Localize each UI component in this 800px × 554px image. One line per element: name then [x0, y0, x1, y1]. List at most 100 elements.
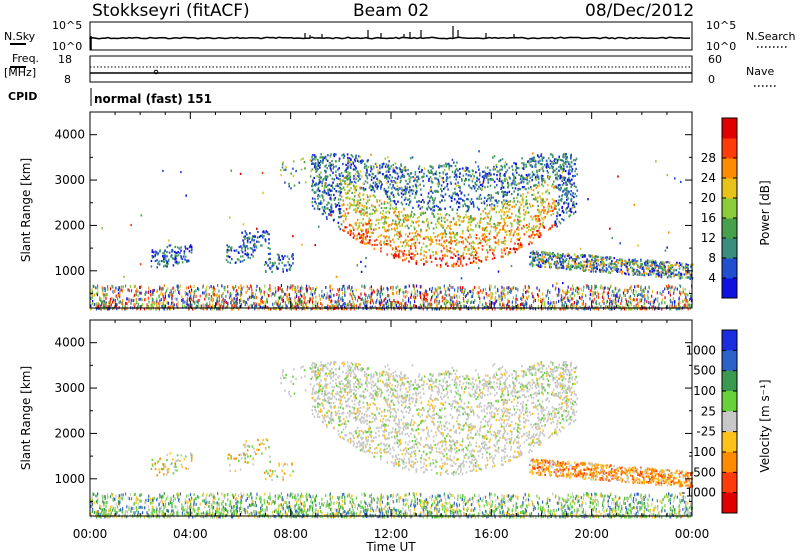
echo-cell [467, 193, 470, 196]
echo-cell [110, 303, 112, 307]
echo-cell [272, 262, 274, 265]
echo-cell [398, 289, 401, 293]
echo-cell [396, 185, 399, 188]
echo-cell [625, 303, 627, 307]
echo-cell [483, 202, 486, 205]
echo-cell [473, 187, 476, 190]
echo-cell [314, 156, 316, 159]
echo-cell [180, 246, 182, 249]
echo-cell [575, 267, 578, 270]
echo-cell [614, 266, 616, 269]
echo-cell [444, 297, 446, 300]
echo-cell [338, 212, 341, 215]
echo-cell [686, 270, 689, 274]
echo-cell [395, 203, 397, 206]
echo-cell [354, 158, 356, 161]
echo-cell [445, 162, 447, 165]
echo-cell [369, 170, 372, 173]
echo-cell [482, 179, 485, 182]
echo-cell [513, 219, 516, 222]
echo-cell [573, 262, 576, 265]
echo-cell [350, 203, 352, 206]
echo-cell [484, 172, 487, 175]
echo-cell [326, 203, 328, 206]
echo-cell [208, 286, 210, 290]
echo-cell [315, 168, 317, 171]
echo-cell [350, 187, 352, 190]
echo-cell [429, 165, 431, 168]
echo-cell [405, 203, 408, 206]
echo-cell [401, 175, 404, 178]
echo-cell [620, 265, 623, 268]
echo-cell [619, 293, 621, 297]
echo-cell [183, 250, 186, 253]
echo-cell [576, 173, 578, 176]
echo-cell [498, 160, 500, 163]
echo-cell [418, 167, 420, 170]
echo-cell [610, 256, 612, 259]
echo-cell [615, 268, 617, 271]
echo-cell [473, 251, 476, 254]
echo-cell [470, 221, 473, 224]
echo-cell [429, 238, 432, 241]
echo-cell [662, 263, 664, 266]
echo-cell [451, 256, 454, 259]
echo-cell [446, 250, 448, 253]
echo-cell [521, 198, 524, 201]
echo-cell [562, 163, 564, 166]
echo-cell [304, 181, 307, 184]
echo-cell [445, 245, 448, 248]
echo-cell [438, 239, 441, 242]
echo-cell [579, 305, 581, 309]
echo-cell [357, 199, 360, 202]
echo-cell [451, 170, 454, 173]
echo-cell [530, 304, 533, 307]
echo-cell [647, 296, 649, 300]
echo-cell [517, 222, 519, 225]
echo-cell [435, 173, 438, 176]
echo-cell [258, 289, 261, 293]
echo-cell [383, 226, 385, 229]
echo-cell [562, 219, 565, 222]
echo-cell [590, 267, 593, 270]
echo-cell [513, 177, 515, 180]
echo-cell [376, 297, 378, 301]
echo-cell [355, 204, 358, 207]
echo-cell [544, 260, 546, 263]
echo-cell [229, 261, 232, 264]
echo-cell [391, 222, 394, 225]
echo-cell [415, 230, 418, 233]
echo-cell [500, 291, 502, 295]
echo-cell [468, 216, 470, 219]
echo-cell [364, 180, 367, 183]
echo-cell [446, 176, 448, 179]
echo-cell [502, 195, 504, 198]
echo-cell [538, 177, 540, 180]
echo-cell [422, 212, 425, 215]
echo-cell [567, 197, 570, 200]
echo-cell [550, 206, 553, 209]
echo-cell [517, 242, 519, 245]
echo-cell [351, 204, 353, 207]
echo-cell [579, 262, 581, 265]
echo-cell [563, 202, 565, 205]
echo-cell [371, 212, 373, 215]
echo-cell [564, 193, 566, 196]
echo-cell [350, 154, 353, 157]
echo-cell [557, 175, 560, 178]
echo-cell [346, 175, 348, 178]
echo-cell [109, 297, 112, 301]
echo-cell [520, 194, 522, 197]
echo-cell [429, 188, 432, 191]
echo-cell [562, 261, 565, 265]
echo-cell [536, 200, 539, 203]
echo-cell [590, 270, 592, 273]
echo-cell [440, 219, 443, 222]
echo-cell [357, 179, 360, 182]
echo-cell [498, 179, 501, 182]
echo-cell [559, 164, 562, 167]
echo-cell [608, 263, 610, 266]
echo-cell [409, 194, 411, 197]
echo-cell [562, 267, 565, 270]
echo-cell [689, 290, 691, 294]
